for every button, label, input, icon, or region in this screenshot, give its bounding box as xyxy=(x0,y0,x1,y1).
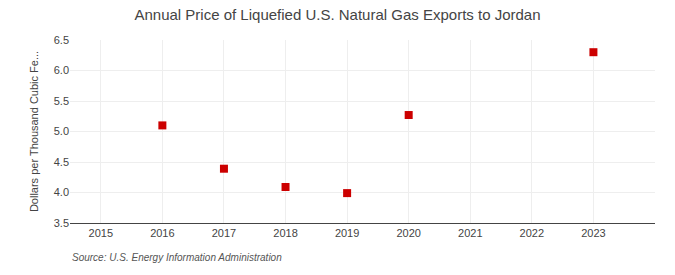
svg-text:Source: U.S. Energy Informatio: Source: U.S. Energy Information Administ… xyxy=(72,252,282,263)
svg-text:Dollars per Thousand Cubic Fe.: Dollars per Thousand Cubic Fe... xyxy=(28,51,40,212)
svg-text:2018: 2018 xyxy=(273,227,297,239)
svg-text:6.0: 6.0 xyxy=(54,64,69,76)
svg-text:4.5: 4.5 xyxy=(54,156,69,168)
svg-text:2016: 2016 xyxy=(150,227,174,239)
svg-text:2020: 2020 xyxy=(396,227,420,239)
svg-text:2021: 2021 xyxy=(458,227,482,239)
svg-text:5.0: 5.0 xyxy=(54,125,69,137)
svg-text:2023: 2023 xyxy=(581,227,605,239)
svg-text:4.0: 4.0 xyxy=(54,186,69,198)
svg-text:2017: 2017 xyxy=(212,227,236,239)
svg-text:2022: 2022 xyxy=(520,227,544,239)
svg-text:Annual Price of Liquefied U.S.: Annual Price of Liquefied U.S. Natural G… xyxy=(134,6,540,23)
svg-text:6.5: 6.5 xyxy=(54,34,69,46)
svg-text:5.5: 5.5 xyxy=(54,95,69,107)
svg-text:2019: 2019 xyxy=(335,227,359,239)
svg-text:2015: 2015 xyxy=(89,227,113,239)
svg-text:3.5: 3.5 xyxy=(54,217,69,229)
